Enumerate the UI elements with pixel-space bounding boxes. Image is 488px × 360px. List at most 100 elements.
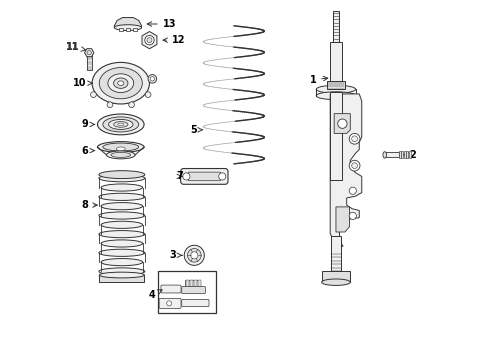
Bar <box>158 271 215 313</box>
Polygon shape <box>335 207 349 232</box>
Bar <box>332 12 339 44</box>
Text: 3: 3 <box>169 250 182 260</box>
Ellipse shape <box>99 272 144 278</box>
Ellipse shape <box>101 221 142 228</box>
Bar <box>321 271 349 282</box>
Bar <box>194 280 196 287</box>
Bar <box>403 151 405 158</box>
Bar <box>326 81 344 89</box>
Ellipse shape <box>92 62 149 104</box>
Ellipse shape <box>113 122 128 127</box>
Text: 1: 1 <box>309 75 327 85</box>
Text: 11: 11 <box>66 42 85 52</box>
Bar <box>329 92 341 180</box>
FancyBboxPatch shape <box>159 298 181 309</box>
Text: 12: 12 <box>163 35 185 45</box>
Bar <box>400 151 403 158</box>
Circle shape <box>351 136 357 141</box>
Ellipse shape <box>108 74 133 93</box>
Circle shape <box>187 248 201 262</box>
Bar <box>330 235 340 273</box>
Ellipse shape <box>99 230 144 238</box>
Ellipse shape <box>99 249 144 256</box>
Circle shape <box>90 92 96 98</box>
Circle shape <box>166 301 171 306</box>
Ellipse shape <box>111 152 130 157</box>
Circle shape <box>148 75 156 83</box>
Circle shape <box>147 38 152 42</box>
Text: 2: 2 <box>403 150 415 160</box>
Bar <box>398 151 400 158</box>
Bar <box>408 151 410 158</box>
FancyBboxPatch shape <box>182 300 208 307</box>
Text: 13: 13 <box>147 19 176 29</box>
Ellipse shape <box>108 120 133 130</box>
Circle shape <box>150 77 154 81</box>
Ellipse shape <box>97 114 144 135</box>
Circle shape <box>218 173 225 180</box>
Circle shape <box>348 134 359 144</box>
Ellipse shape <box>116 147 125 150</box>
Bar <box>329 42 341 87</box>
FancyBboxPatch shape <box>161 285 181 293</box>
Circle shape <box>107 102 113 108</box>
Bar <box>125 28 130 31</box>
Circle shape <box>144 36 154 45</box>
Bar <box>133 28 137 31</box>
Bar <box>185 280 199 287</box>
Ellipse shape <box>316 92 355 100</box>
Ellipse shape <box>113 78 128 88</box>
FancyBboxPatch shape <box>180 168 227 184</box>
Bar <box>384 152 398 157</box>
Circle shape <box>128 102 134 108</box>
Ellipse shape <box>99 193 144 201</box>
Bar <box>185 280 188 287</box>
Bar <box>86 53 92 70</box>
Circle shape <box>348 160 359 171</box>
Ellipse shape <box>106 151 135 159</box>
Polygon shape <box>114 18 142 28</box>
Text: 10: 10 <box>72 78 92 88</box>
Circle shape <box>348 212 356 220</box>
Ellipse shape <box>97 141 144 152</box>
Text: 11: 11 <box>66 42 80 52</box>
Bar <box>190 280 192 287</box>
Bar <box>406 151 407 158</box>
Circle shape <box>348 187 356 194</box>
Ellipse shape <box>101 184 142 191</box>
Ellipse shape <box>118 81 123 85</box>
Ellipse shape <box>321 279 349 285</box>
Ellipse shape <box>99 212 144 219</box>
FancyBboxPatch shape <box>187 172 221 181</box>
Ellipse shape <box>118 123 123 126</box>
Ellipse shape <box>99 171 144 179</box>
Text: 6: 6 <box>81 145 94 156</box>
Polygon shape <box>333 114 349 134</box>
Ellipse shape <box>99 175 144 182</box>
Polygon shape <box>329 94 361 246</box>
Bar <box>99 275 144 282</box>
Circle shape <box>145 92 151 98</box>
Circle shape <box>183 173 190 180</box>
Text: 9: 9 <box>81 120 94 129</box>
Bar <box>119 28 122 31</box>
Text: 7: 7 <box>176 171 183 181</box>
Bar <box>198 280 201 287</box>
Ellipse shape <box>99 268 144 275</box>
Ellipse shape <box>101 258 142 266</box>
Text: 5: 5 <box>190 125 203 135</box>
Ellipse shape <box>382 152 386 158</box>
Text: 8: 8 <box>81 200 97 210</box>
Text: 4: 4 <box>148 290 162 300</box>
Ellipse shape <box>114 25 142 31</box>
Ellipse shape <box>316 85 355 93</box>
Ellipse shape <box>101 240 142 247</box>
Circle shape <box>351 163 357 168</box>
Polygon shape <box>84 49 94 57</box>
Circle shape <box>184 245 204 265</box>
Ellipse shape <box>101 203 142 210</box>
FancyBboxPatch shape <box>182 287 205 294</box>
Ellipse shape <box>102 117 139 132</box>
Circle shape <box>337 119 346 129</box>
Circle shape <box>190 252 198 259</box>
